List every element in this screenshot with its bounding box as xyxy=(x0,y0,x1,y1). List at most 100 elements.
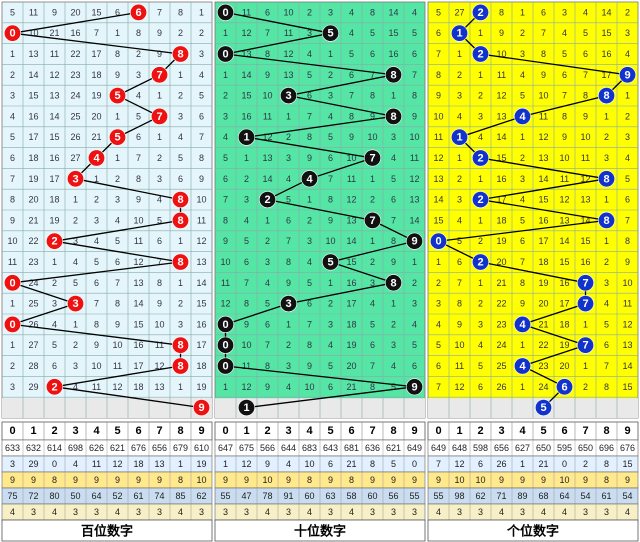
cell-value: 13 xyxy=(49,91,59,101)
cell-value: 1 xyxy=(391,299,396,309)
cell-value: 1 xyxy=(604,111,609,121)
cell-value: 24 xyxy=(496,340,506,350)
cell-value: 19 xyxy=(49,215,59,225)
cell-value: 4 xyxy=(520,195,525,205)
cell-value: 6 xyxy=(178,174,183,184)
cell-value: 17 xyxy=(133,361,143,371)
cell-value: 4 xyxy=(625,153,630,163)
draw-ball-number: 1 xyxy=(243,132,249,144)
cell-value: 9 xyxy=(391,257,396,267)
cell-value: 11 xyxy=(197,215,206,225)
cell-value: 24 xyxy=(70,91,80,101)
cell-value: 11 xyxy=(242,7,251,17)
cell-value: 18 xyxy=(538,257,548,267)
draw-ball-number: 9 xyxy=(411,381,417,393)
panel-label: 百位数字 xyxy=(81,524,133,539)
cell-value: 18 xyxy=(91,70,101,80)
cell-value: 1 xyxy=(157,132,162,142)
stat-value: 643 xyxy=(323,443,338,453)
stat-value: 26 xyxy=(496,459,506,469)
stat-value: 3 xyxy=(478,507,483,517)
draw-ball xyxy=(405,378,423,396)
stat-value: 636 xyxy=(365,443,380,453)
cell-value: 8 xyxy=(178,7,183,17)
cell-value: 12 xyxy=(133,257,143,267)
draw-ball xyxy=(363,149,381,167)
cell-value: 3 xyxy=(73,236,78,246)
cell-value: 12 xyxy=(496,91,506,101)
draw-ball xyxy=(450,128,468,146)
cell-value: 1 xyxy=(178,236,183,246)
cell-value: 3 xyxy=(328,7,333,17)
cell-value: 7 xyxy=(265,28,270,38)
draw-ball xyxy=(172,45,190,63)
stat-value: 598 xyxy=(473,443,488,453)
cell-value: 4 xyxy=(244,215,249,225)
cell-value: 2 xyxy=(520,28,525,38)
cell-value: 2 xyxy=(478,91,483,101)
cell-value: 17 xyxy=(49,174,59,184)
digit-header: 1 xyxy=(243,425,249,437)
cell-value: 3 xyxy=(625,132,630,142)
digit-header: 4 xyxy=(93,425,100,437)
cell-value: 9 xyxy=(625,257,630,267)
cell-value: 3 xyxy=(52,299,57,309)
draw-ball-number: 2 xyxy=(477,153,483,165)
cell-value: 3 xyxy=(520,174,525,184)
cell-value: 16 xyxy=(580,257,590,267)
cell-value: 15 xyxy=(133,319,143,329)
cell-value: 11 xyxy=(410,153,419,163)
draw-ball xyxy=(217,336,235,354)
cell-value: 2 xyxy=(223,91,228,101)
stat-value: 5 xyxy=(391,459,396,469)
stat-value: 4 xyxy=(307,507,312,517)
stat-value: 62 xyxy=(475,491,485,501)
cell-value: 8 xyxy=(115,49,120,59)
cell-value: 3 xyxy=(244,195,249,205)
cell-value: 1 xyxy=(478,28,483,38)
cell-value: 4 xyxy=(307,257,312,267)
cell-value: 6 xyxy=(436,361,441,371)
cell-value: 1 xyxy=(478,278,483,288)
cell-value: 19 xyxy=(91,91,101,101)
draw-ball xyxy=(384,274,402,292)
draw-ball-number: 7 xyxy=(582,298,588,310)
cell-value: 9 xyxy=(541,70,546,80)
cell-value: 7 xyxy=(583,70,588,80)
cell-value: 4 xyxy=(223,132,228,142)
cell-value: 19 xyxy=(559,340,569,350)
cell-value: 15 xyxy=(241,91,251,101)
cell-value: 10 xyxy=(7,236,17,246)
cell-value: 11 xyxy=(560,174,569,184)
stat-value: 29 xyxy=(28,459,38,469)
stat-value: 10 xyxy=(262,475,272,485)
cell-value: 1 xyxy=(178,70,183,80)
stat-value: 3 xyxy=(520,507,525,517)
draw-ball xyxy=(363,211,381,229)
cell-value: 12 xyxy=(220,299,230,309)
stat-value: 633 xyxy=(5,443,20,453)
cell-value: 7 xyxy=(286,236,291,246)
cell-value: 7 xyxy=(10,174,15,184)
stat-value: 3 xyxy=(412,507,417,517)
cell-value: 6 xyxy=(265,319,270,329)
cell-value: 11 xyxy=(434,132,443,142)
cell-value: 5 xyxy=(520,215,525,225)
cell-value: 2 xyxy=(583,382,588,392)
stat-value: 8 xyxy=(604,459,609,469)
stat-value: 4 xyxy=(562,507,567,517)
cell-value: 14 xyxy=(133,299,143,309)
cell-value: 1 xyxy=(604,236,609,246)
cell-value: 3 xyxy=(286,361,291,371)
digit-header: 9 xyxy=(411,425,417,437)
cell-value: 1 xyxy=(157,91,162,101)
cell-value: 8 xyxy=(115,299,120,309)
cell-value: 6 xyxy=(370,49,375,59)
cell-value: 11 xyxy=(92,382,101,392)
stat-value: 68 xyxy=(538,491,548,501)
stat-value: 9 xyxy=(541,475,546,485)
cell-value: 10 xyxy=(220,257,230,267)
cell-value: 4 xyxy=(94,236,99,246)
stat-value: 650 xyxy=(536,443,551,453)
